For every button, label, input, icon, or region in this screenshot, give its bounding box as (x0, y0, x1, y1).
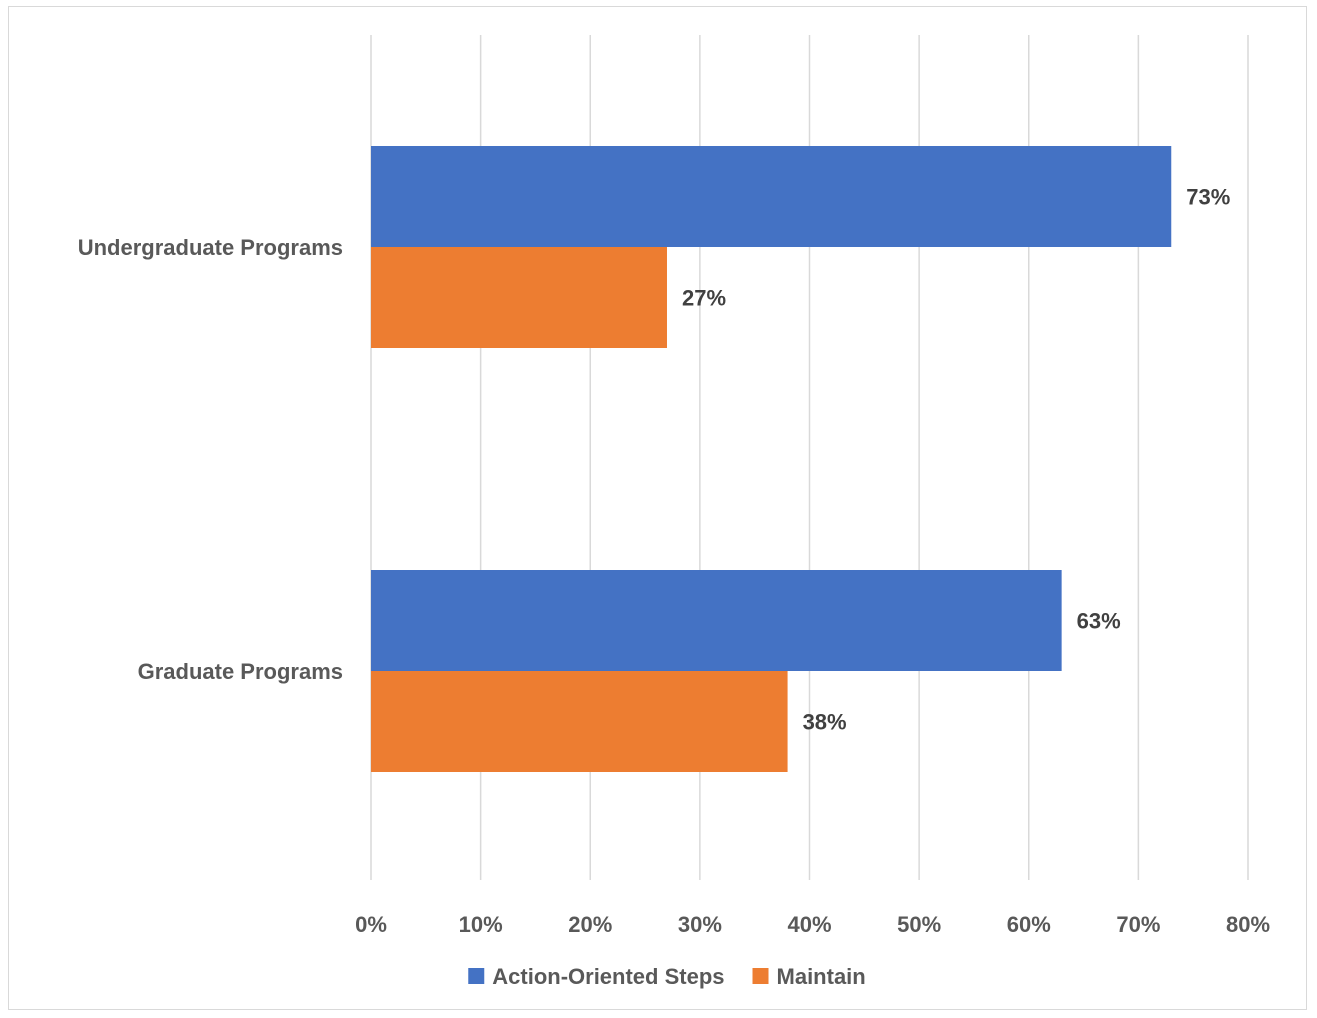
data-label: 38% (803, 710, 847, 735)
bars (371, 146, 1172, 772)
data-label: 27% (682, 286, 726, 311)
x-tick-label: 0% (355, 912, 387, 937)
x-tick-label: 30% (678, 912, 722, 937)
x-tick-label: 50% (897, 912, 941, 937)
data-label: 63% (1077, 609, 1121, 634)
x-tick-label: 10% (459, 912, 503, 937)
x-tick-label: 80% (1226, 912, 1270, 937)
legend-swatch (468, 968, 485, 984)
bar (371, 570, 1062, 671)
x-axis: 0% 10% 20% 30% 40% 50% 60% 70% 80% (355, 912, 1270, 937)
bar (371, 247, 667, 348)
category-label: Undergraduate Programs (78, 235, 343, 260)
data-label: 73% (1186, 185, 1230, 210)
legend-item: Action-Oriented Steps (468, 964, 725, 989)
x-tick-label: 40% (787, 912, 831, 937)
legend: Action-Oriented Steps Maintain (468, 964, 866, 989)
bar (371, 671, 788, 772)
legend-item: Maintain (752, 964, 866, 989)
x-tick-label: 60% (1007, 912, 1051, 937)
y-axis: Undergraduate Programs Graduate Programs (78, 235, 343, 684)
data-labels: 73% 27% 63% 38% (682, 185, 1230, 735)
legend-label: Maintain (777, 964, 866, 989)
legend-swatch (752, 968, 769, 984)
bar (371, 146, 1172, 247)
x-tick-label: 70% (1116, 912, 1160, 937)
category-label: Graduate Programs (138, 659, 343, 684)
x-tick-label: 20% (568, 912, 612, 937)
legend-label: Action-Oriented Steps (492, 964, 724, 989)
